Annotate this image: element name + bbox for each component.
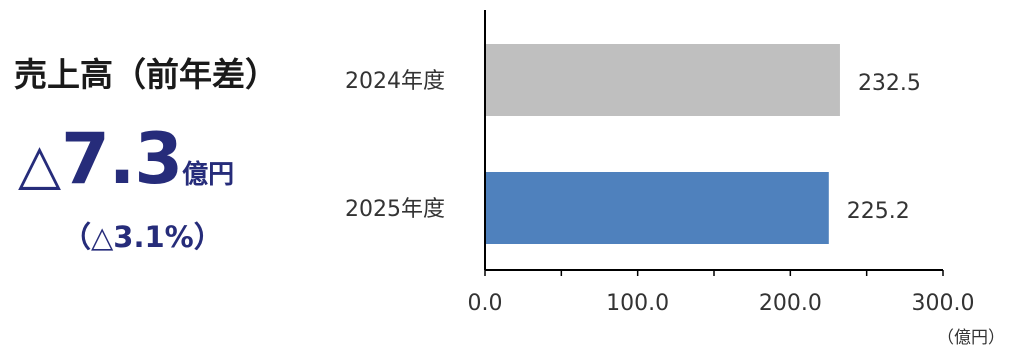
summary-panel: 売上高（前年差） △7.3億円 （△3.1%） xyxy=(0,0,300,351)
category-label-0: 2024年度 xyxy=(345,69,445,94)
x-tick-label-1: 100.0 xyxy=(606,291,669,316)
x-tick-label-2: 200.0 xyxy=(759,291,822,316)
bar-0 xyxy=(485,44,840,116)
x-tick-label-3: 300.0 xyxy=(912,291,975,316)
change-value: 7.3 xyxy=(61,118,183,200)
change-percent: （△3.1%） xyxy=(62,220,223,254)
change-unit: 億円 xyxy=(182,160,235,190)
x-unit-label: （億円） xyxy=(937,328,1005,348)
data-label-1: 225.2 xyxy=(847,199,910,224)
x-tick-label-0: 0.0 xyxy=(468,291,503,316)
decrease-symbol: △ xyxy=(18,132,62,197)
category-label-1: 2025年度 xyxy=(345,197,445,222)
metric-change: △7.3億円 xyxy=(18,118,234,200)
bar-1 xyxy=(485,172,829,244)
metric-title: 売上高（前年差） xyxy=(14,55,278,94)
data-label-0: 232.5 xyxy=(858,71,921,96)
